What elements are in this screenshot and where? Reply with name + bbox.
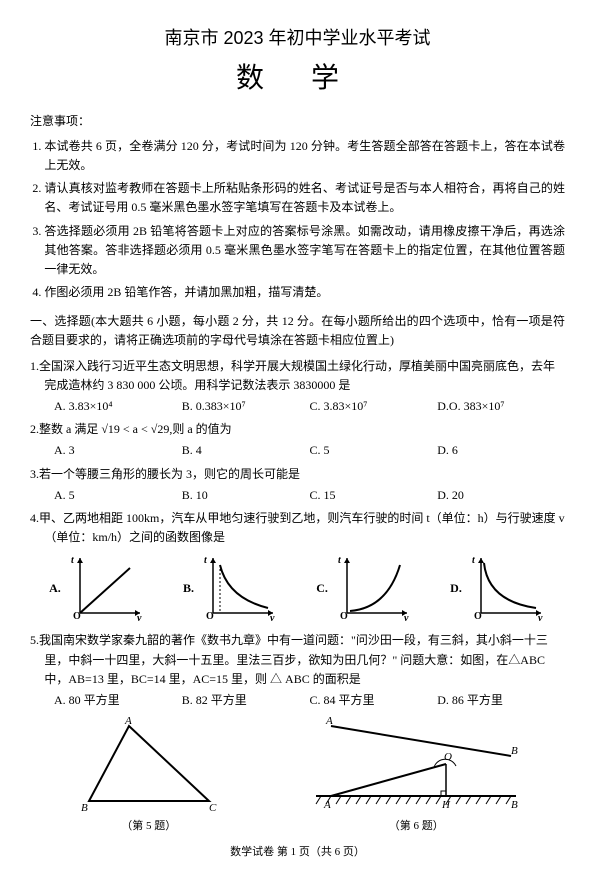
q-number: 5.	[30, 633, 39, 647]
option-b: B. 0.383×10⁷	[182, 397, 310, 416]
instruction-item: 请认真核对监考教师在答题卡上所粘贴条形码的姓名、考试证号是否与本人相符合，再将自…	[44, 179, 565, 217]
svg-text:A: A	[124, 716, 132, 727]
q5-options: A. 80 平方里 B. 82 平方里 C. 84 平方里 D. 86 平方里	[30, 691, 565, 710]
opt-letter: D.	[450, 579, 462, 598]
option-b: B. 10	[182, 486, 310, 505]
option-c: C. 84 平方里	[310, 691, 438, 710]
instructions-list: 本试卷共 6 页，全卷满分 120 分，考试时间为 120 分钟。考生答题全部答…	[30, 137, 565, 303]
instruction-item: 作图必须用 2B 铅笔作答，并请加黑加粗，描写清楚。	[44, 283, 565, 302]
q-stem: 全国深入践行习近平生态文明思想，科学开展大规模国土绿化行动，厚植美丽中国亮丽底色…	[39, 359, 555, 392]
instruction-item: 答选择题必须用 2B 铅笔将答题卡上对应的答案标号涂黑。如需改动，请用橡皮擦干净…	[44, 222, 565, 280]
figure-q5: A B C （第 5 题）	[69, 716, 229, 836]
page-footer: 数学试卷 第 1 页（共 6 页）	[30, 844, 565, 862]
graph-a: O v t	[65, 553, 145, 623]
svg-text:H: H	[441, 799, 451, 811]
q1-options: A. 3.83×10⁴ B. 0.383×10⁷ C. 3.83×10⁷ D.O…	[30, 397, 565, 416]
option-a: A. 5	[54, 486, 182, 505]
question-5: 5.我国南宋数学家秦九韶的著作《数书九章》中有一道问题："问沙田一段，有三斜，其…	[30, 631, 565, 710]
svg-text:O: O	[444, 751, 452, 763]
svg-text:v: v	[404, 613, 409, 623]
svg-text:O: O	[73, 611, 81, 622]
q2-options: A. 3 B. 4 C. 5 D. 6	[30, 441, 565, 460]
option-c: C. 15	[310, 486, 438, 505]
figure-row: A B C （第 5 题）	[30, 716, 565, 836]
question-1: 1.全国深入践行习近平生态文明思想，科学开展大规模国土绿化行动，厚植美丽中国亮丽…	[30, 357, 565, 417]
opt-letter: C.	[316, 579, 328, 598]
svg-text:v: v	[137, 613, 142, 623]
svg-text:t: t	[472, 555, 476, 566]
q-number: 2.	[30, 422, 39, 436]
svg-text:O: O	[474, 611, 482, 622]
option-b: B. 82 平方里	[182, 691, 310, 710]
q-number: 4.	[30, 511, 39, 525]
option-d: D. 20	[437, 486, 565, 505]
svg-text:t: t	[204, 555, 208, 566]
q-stem: 整数 a 满足 √19 < a < √29,则 a 的值为	[39, 422, 232, 436]
option-a: A. 3	[54, 441, 182, 460]
option-d: D. 6	[437, 441, 565, 460]
svg-text:C: C	[209, 802, 217, 814]
svg-text:v: v	[538, 613, 543, 623]
svg-text:B: B	[511, 745, 518, 757]
svg-text:t: t	[338, 555, 342, 566]
graph-d: O v t	[466, 553, 546, 623]
svg-text:B: B	[81, 802, 88, 814]
figure-q6: A A B B O H （第 6 题）	[306, 716, 526, 836]
q-stem: 我国南宋数学家秦九韶的著作《数书九章》中有一道问题："问沙田一段，有三斜，其小斜…	[39, 633, 548, 685]
option-c: C. 3.83×10⁷	[310, 397, 438, 416]
svg-text:A: A	[325, 716, 333, 727]
option-d: D. 86 平方里	[437, 691, 565, 710]
svg-text:v: v	[270, 613, 275, 623]
exam-title-line1: 南京市 2023 年初中学业水平考试	[30, 24, 565, 53]
option-a: A. 3.83×10⁴	[54, 397, 182, 416]
graph-c: O v t	[332, 553, 412, 623]
figure-caption: （第 6 题）	[306, 818, 526, 836]
part1-heading: 一、选择题(本大题共 6 小题，每小题 2 分，共 12 分。在每小题所给出的四…	[30, 312, 565, 350]
q4-graphs: A. O v t B. O v t C.	[30, 553, 565, 623]
svg-text:t: t	[71, 555, 75, 566]
q-number: 3.	[30, 467, 39, 481]
question-2: 2.整数 a 满足 √19 < a < √29,则 a 的值为 A. 3 B. …	[30, 420, 565, 460]
question-4: 4.甲、乙两地相距 100km，汽车从甲地匀速行驶到乙地，则汽车行驶的时间 t（…	[30, 509, 565, 623]
svg-text:B: B	[511, 799, 518, 811]
option-b: B. 4	[182, 441, 310, 460]
figure-caption: （第 5 题）	[69, 818, 229, 836]
option-c: C. 5	[310, 441, 438, 460]
notice-heading: 注意事项：	[30, 112, 565, 131]
opt-letter: B.	[183, 579, 194, 598]
q-stem: 甲、乙两地相距 100km，汽车从甲地匀速行驶到乙地，则汽车行驶的时间 t（单位…	[39, 511, 565, 544]
q3-options: A. 5 B. 10 C. 15 D. 20	[30, 486, 565, 505]
q-number: 1.	[30, 359, 39, 373]
svg-text:A: A	[323, 799, 331, 811]
svg-text:O: O	[340, 611, 348, 622]
q-stem: 若一个等腰三角形的腰长为 3，则它的周长可能是	[39, 467, 300, 481]
option-d: D.O. 383×10⁷	[437, 397, 565, 416]
opt-letter: A.	[49, 579, 61, 598]
option-a: A. 80 平方里	[54, 691, 182, 710]
instruction-item: 本试卷共 6 页，全卷满分 120 分，考试时间为 120 分钟。考生答题全部答…	[44, 137, 565, 175]
svg-text:O: O	[206, 611, 214, 622]
graph-b: O v t	[198, 553, 278, 623]
question-3: 3.若一个等腰三角形的腰长为 3，则它的周长可能是 A. 5 B. 10 C. …	[30, 465, 565, 505]
exam-title-subject: 数 学	[30, 57, 565, 102]
